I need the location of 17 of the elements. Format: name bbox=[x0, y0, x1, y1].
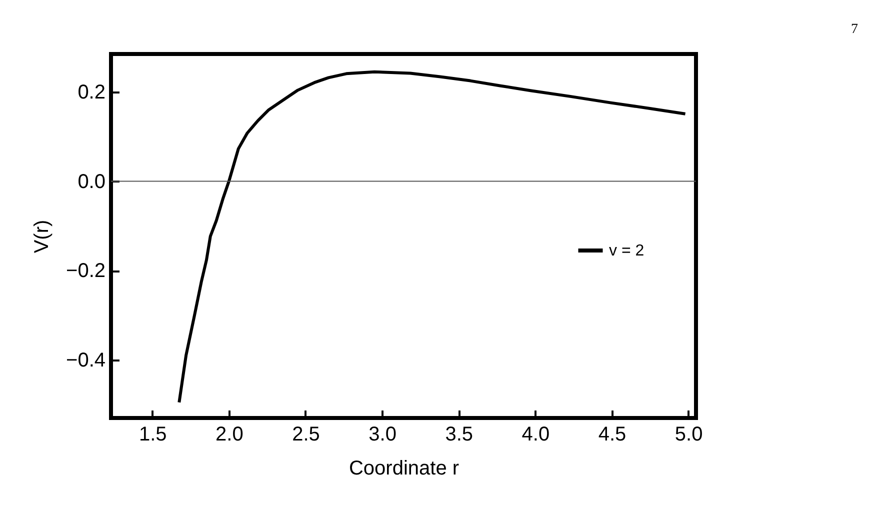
text: 7 bbox=[851, 22, 858, 38]
y-axis-title: V(r) bbox=[31, 220, 54, 254]
y-tick-label: 0.2 bbox=[78, 81, 106, 104]
x-tick-label: 1.5 bbox=[138, 424, 167, 446]
y-tick-label: −0.2 bbox=[66, 260, 106, 282]
y-tick-label: −0.4 bbox=[66, 349, 106, 372]
x-axis-title: Coordinate r bbox=[348, 458, 460, 480]
x-tick-label: 3.5 bbox=[445, 424, 474, 446]
x-tick-label: 3.0 bbox=[368, 424, 396, 446]
x-tick-label: 5.0 bbox=[674, 424, 703, 446]
x-tick-label: 4.0 bbox=[522, 424, 550, 446]
line-series bbox=[178, 70, 687, 404]
y-tick-label: 0.0 bbox=[78, 170, 106, 193]
x-tick-label: 2.0 bbox=[216, 424, 244, 446]
legend-label: v = 2 bbox=[609, 242, 644, 260]
x-tick-label: 2.5 bbox=[292, 424, 320, 446]
x-tick-label: 4.5 bbox=[598, 424, 626, 446]
